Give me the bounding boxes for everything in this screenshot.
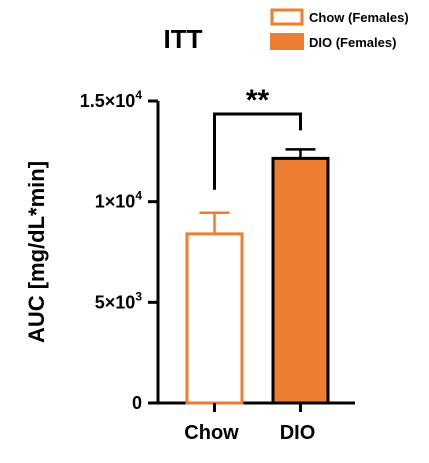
y-axis-label: AUC [mg/dL*min] xyxy=(24,161,49,343)
x-tick-label-dio: DIO xyxy=(280,422,316,444)
legend: Chow (Females) DIO (Females) xyxy=(270,8,409,50)
bar-dio xyxy=(271,156,330,405)
y-tick-label: 0 xyxy=(132,393,142,413)
error-bars xyxy=(199,148,316,412)
bars xyxy=(185,156,330,405)
y-tick-label: 5×103 xyxy=(95,289,143,312)
x-tick-label-chow: Chow xyxy=(184,422,239,444)
legend-swatch-chow xyxy=(270,8,304,26)
y-tick-label: 1×104 xyxy=(95,189,143,212)
y-ticks: 0 5×103 1×104 1.5×104 xyxy=(80,88,158,413)
chart-title: ITT xyxy=(164,24,203,54)
x-tick-labels: Chow DIO xyxy=(184,422,315,444)
significance-label: ** xyxy=(246,84,270,117)
legend-label-chow: Chow (Females) xyxy=(309,10,409,25)
legend-swatch-dio xyxy=(270,33,304,50)
legend-label-dio: DIO (Females) xyxy=(309,35,396,50)
significance-bracket xyxy=(213,112,302,190)
bar-chow xyxy=(185,232,244,405)
y-tick-label: 1.5×104 xyxy=(80,88,143,111)
